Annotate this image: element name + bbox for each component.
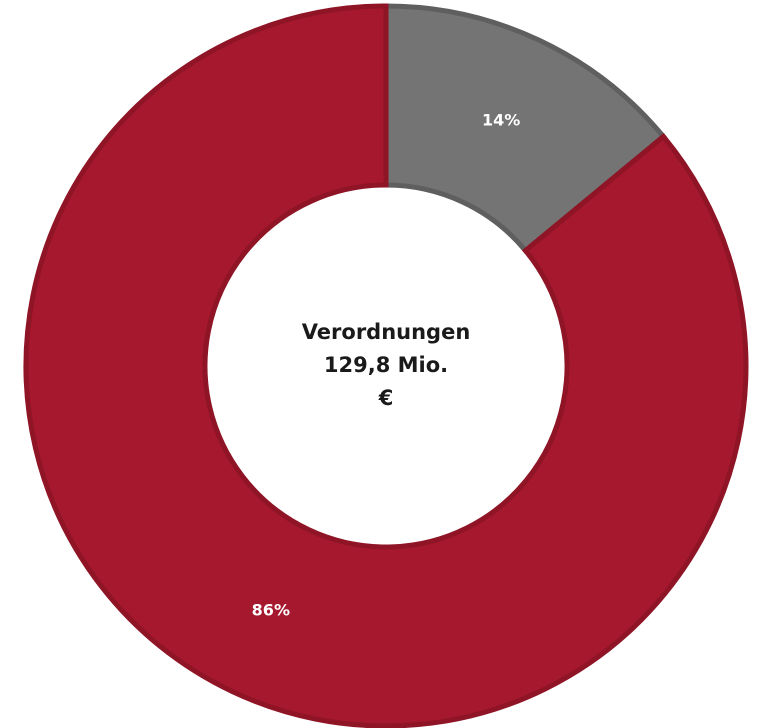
center-label: Verordnungen — [302, 320, 471, 344]
center-label: € — [378, 386, 394, 410]
center-label: 129,8 Mio. — [324, 353, 448, 377]
donut-segment — [383, 3, 667, 255]
data-label: 14% — [482, 111, 520, 130]
donut-segment — [23, 3, 749, 728]
data-label: 86% — [252, 600, 290, 619]
